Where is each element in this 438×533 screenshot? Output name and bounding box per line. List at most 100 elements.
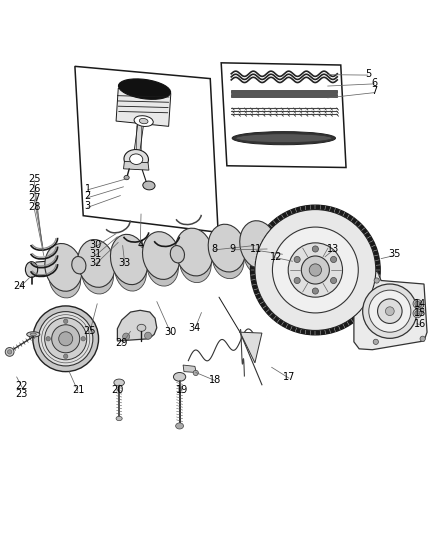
Text: 3: 3 xyxy=(85,201,91,211)
Text: 16: 16 xyxy=(414,319,427,329)
Text: 22: 22 xyxy=(16,381,28,391)
Text: 6: 6 xyxy=(371,77,378,87)
Ellipse shape xyxy=(208,224,246,272)
Circle shape xyxy=(46,336,50,341)
Circle shape xyxy=(312,246,318,252)
Polygon shape xyxy=(221,63,346,167)
Circle shape xyxy=(294,256,300,263)
Circle shape xyxy=(39,312,93,366)
Text: 35: 35 xyxy=(388,249,400,259)
Ellipse shape xyxy=(137,324,146,332)
Circle shape xyxy=(294,278,300,284)
Ellipse shape xyxy=(30,333,36,336)
Ellipse shape xyxy=(114,379,124,386)
Circle shape xyxy=(385,307,394,316)
Ellipse shape xyxy=(72,256,86,274)
Ellipse shape xyxy=(49,259,81,298)
Ellipse shape xyxy=(240,221,277,269)
Polygon shape xyxy=(354,270,427,350)
Circle shape xyxy=(378,299,402,324)
Bar xyxy=(231,94,337,98)
Text: 30: 30 xyxy=(165,327,177,337)
Circle shape xyxy=(33,306,99,372)
Text: 20: 20 xyxy=(111,385,123,395)
Circle shape xyxy=(417,307,424,314)
Circle shape xyxy=(255,209,376,330)
Ellipse shape xyxy=(27,332,40,337)
Text: 14: 14 xyxy=(414,298,427,309)
Text: 27: 27 xyxy=(28,193,40,203)
Text: 21: 21 xyxy=(72,385,84,395)
Ellipse shape xyxy=(119,79,170,99)
Polygon shape xyxy=(240,332,262,363)
Text: 7: 7 xyxy=(371,86,378,96)
Circle shape xyxy=(373,339,378,344)
Polygon shape xyxy=(75,66,218,232)
Text: 12: 12 xyxy=(270,252,282,262)
Circle shape xyxy=(413,300,422,308)
Text: 31: 31 xyxy=(89,249,102,259)
Text: 34: 34 xyxy=(189,323,201,333)
Ellipse shape xyxy=(130,154,143,165)
Circle shape xyxy=(251,205,380,335)
Text: 32: 32 xyxy=(89,258,102,268)
Circle shape xyxy=(59,332,73,346)
Text: 26: 26 xyxy=(28,183,40,193)
Circle shape xyxy=(374,278,379,283)
Circle shape xyxy=(301,256,329,284)
Circle shape xyxy=(272,227,358,313)
Ellipse shape xyxy=(139,118,148,124)
Ellipse shape xyxy=(232,132,336,145)
Text: 29: 29 xyxy=(116,338,128,348)
Polygon shape xyxy=(124,161,149,170)
Text: 25: 25 xyxy=(84,326,96,336)
Ellipse shape xyxy=(124,150,148,169)
Text: 2: 2 xyxy=(85,191,91,201)
Ellipse shape xyxy=(176,423,184,429)
Text: 4: 4 xyxy=(137,240,143,251)
Circle shape xyxy=(193,370,198,376)
Ellipse shape xyxy=(115,250,146,291)
Text: 23: 23 xyxy=(16,390,28,399)
Ellipse shape xyxy=(143,181,155,190)
Ellipse shape xyxy=(124,175,129,180)
Text: 19: 19 xyxy=(176,385,188,395)
Circle shape xyxy=(5,348,14,356)
Circle shape xyxy=(415,311,420,316)
Circle shape xyxy=(309,264,321,276)
Circle shape xyxy=(312,288,318,294)
Ellipse shape xyxy=(147,247,178,286)
Ellipse shape xyxy=(78,239,115,287)
Text: 11: 11 xyxy=(250,244,262,254)
Ellipse shape xyxy=(180,244,211,282)
Polygon shape xyxy=(183,365,196,373)
Text: 33: 33 xyxy=(119,258,131,268)
Ellipse shape xyxy=(116,416,122,421)
Bar xyxy=(231,90,337,93)
Ellipse shape xyxy=(170,246,184,263)
Circle shape xyxy=(64,354,68,359)
Text: 15: 15 xyxy=(414,309,427,318)
Ellipse shape xyxy=(82,255,113,294)
Polygon shape xyxy=(117,310,157,341)
Text: 24: 24 xyxy=(14,281,26,291)
Circle shape xyxy=(413,309,422,318)
Text: 8: 8 xyxy=(212,244,218,254)
Text: 17: 17 xyxy=(283,372,295,382)
Ellipse shape xyxy=(173,373,186,381)
Circle shape xyxy=(123,333,130,340)
Text: 13: 13 xyxy=(327,244,339,254)
Circle shape xyxy=(145,332,152,339)
Polygon shape xyxy=(134,123,144,156)
Ellipse shape xyxy=(45,244,82,291)
Circle shape xyxy=(52,325,80,353)
Text: 28: 28 xyxy=(28,203,40,212)
Circle shape xyxy=(81,336,85,341)
Ellipse shape xyxy=(244,236,276,275)
Circle shape xyxy=(331,256,337,263)
Ellipse shape xyxy=(25,262,38,278)
Circle shape xyxy=(288,243,343,297)
Ellipse shape xyxy=(142,232,180,279)
Ellipse shape xyxy=(212,239,244,279)
Ellipse shape xyxy=(110,235,148,285)
